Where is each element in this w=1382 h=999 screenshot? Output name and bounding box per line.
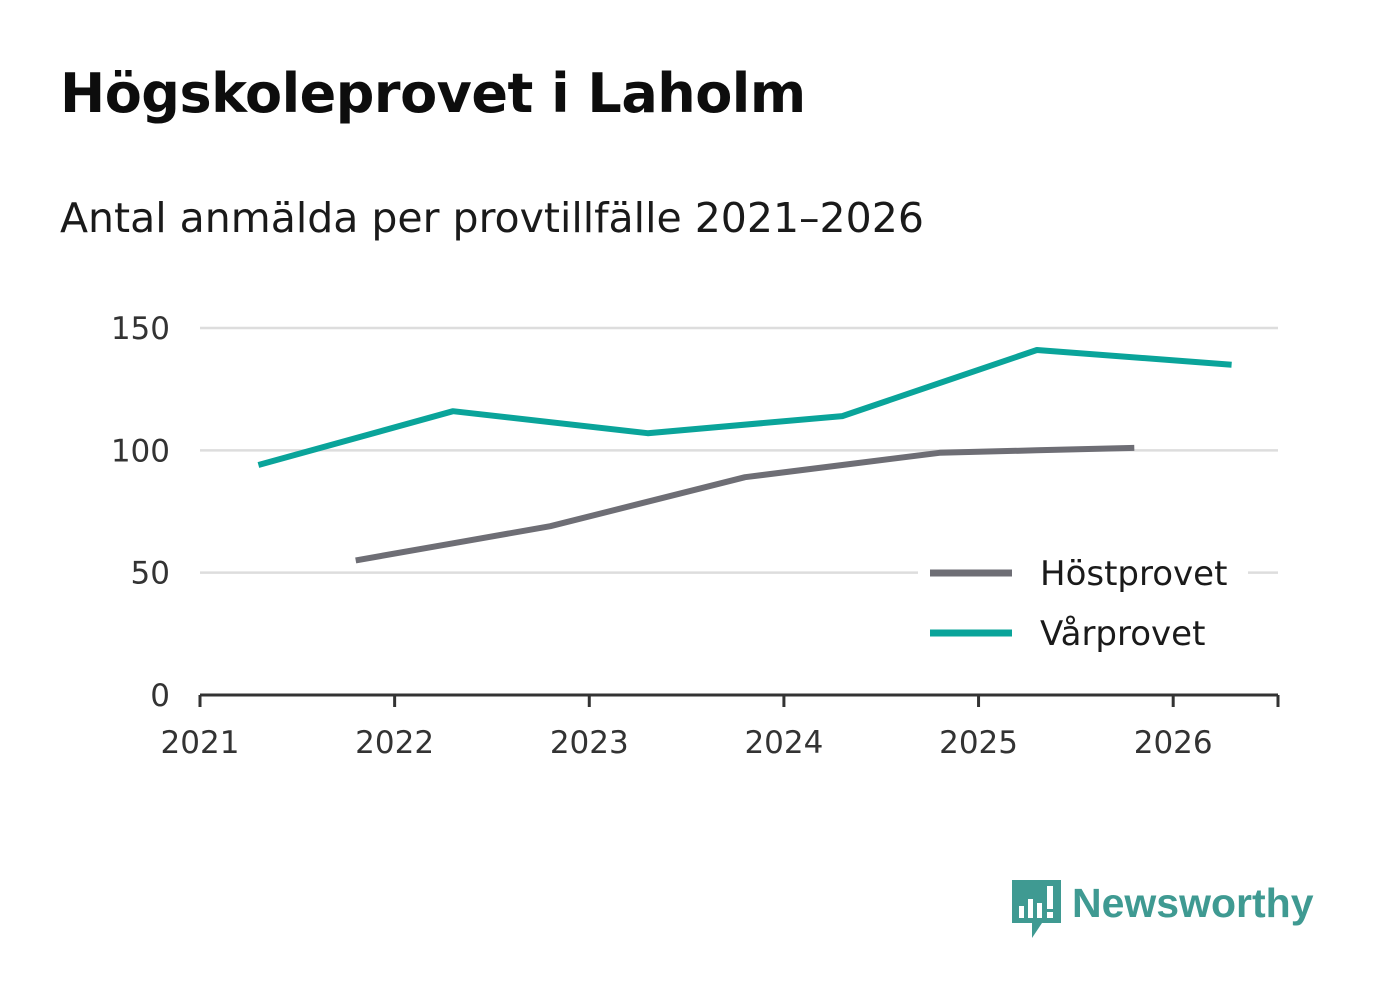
chart-title: Högskoleprovet i Laholm xyxy=(60,62,806,125)
data-point xyxy=(255,462,261,468)
data-point xyxy=(450,540,456,546)
newsworthy-logo: Newsworthy xyxy=(1012,880,1314,940)
legend-label: Vårprovet xyxy=(1040,614,1205,654)
x-tick-label: 2024 xyxy=(744,725,823,761)
series-line-hostprovet xyxy=(355,444,1135,564)
x-tick-label: 2022 xyxy=(355,725,434,761)
data-point xyxy=(1131,445,1137,451)
legend-background xyxy=(918,548,1248,663)
data-point xyxy=(353,557,359,563)
x-tick-label: 2026 xyxy=(1134,725,1213,761)
data-point xyxy=(742,474,748,480)
x-tick-label: 2023 xyxy=(550,725,629,761)
data-point xyxy=(839,413,845,419)
data-point xyxy=(1034,347,1040,353)
x-tick-label: 2025 xyxy=(939,725,1018,761)
series-line-varprovet xyxy=(257,347,1232,468)
data-point xyxy=(839,462,845,468)
data-point xyxy=(547,523,553,529)
data-point xyxy=(450,408,456,414)
y-tick-label: 100 xyxy=(111,433,170,469)
brand-name: Newsworthy xyxy=(1072,880,1314,926)
x-tick-label: 2021 xyxy=(161,725,240,761)
legend: Höstprovet Vårprovet xyxy=(918,548,1248,663)
data-point xyxy=(645,499,651,505)
data-point xyxy=(937,450,943,456)
x-axis: 2021 2022 2023 2024 2025 2026 xyxy=(161,693,1280,761)
y-tick-label: 50 xyxy=(131,556,170,592)
newsworthy-logo-icon xyxy=(1012,880,1061,938)
data-point xyxy=(1034,447,1040,453)
y-tick-label: 150 xyxy=(111,311,170,347)
data-point xyxy=(645,430,651,436)
legend-label: Höstprovet xyxy=(1040,554,1227,594)
y-tick-label: 0 xyxy=(150,678,170,714)
series-lines xyxy=(255,347,1235,564)
data-point xyxy=(1229,362,1235,368)
y-axis-labels: 0 50 100 150 xyxy=(111,311,170,714)
chart-subtitle: Antal anmälda per provtillfälle 2021–202… xyxy=(60,194,924,242)
